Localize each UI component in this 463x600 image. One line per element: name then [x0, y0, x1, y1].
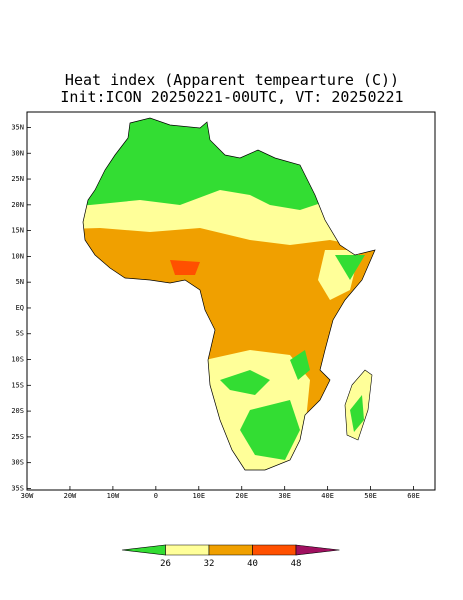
lat-tick-label: 25N [11, 175, 24, 183]
lon-tick-label: 20W [64, 492, 77, 500]
lon-tick-label: 10W [107, 492, 120, 500]
colorbar-segment [295, 544, 340, 556]
lat-tick-label: 15N [11, 227, 24, 235]
lat-tick-label: 20N [11, 201, 24, 209]
lat-tick-label: 35S [11, 484, 24, 492]
lon-tick-label: 60E [407, 492, 420, 500]
lat-tick-label: 5S [16, 330, 24, 338]
colorbar-label: 40 [247, 559, 258, 569]
lon-tick-label: 50E [364, 492, 377, 500]
colorbar-label: 26 [160, 559, 171, 569]
lon-tick-label: 30E [278, 492, 291, 500]
lon-tick-label: 20E [235, 492, 248, 500]
map-frame [26, 111, 436, 491]
colorbar-label: 32 [204, 559, 215, 569]
map-subtitle: Init:ICON 20250221-00UTC, VT: 20250221 [60, 88, 403, 106]
colorbar-label: 48 [291, 559, 302, 569]
lat-tick-label: 35N [11, 123, 24, 131]
madagascar-field [350, 395, 364, 432]
lon-tick-label: 0 [154, 492, 158, 500]
lat-tick-label: 25S [11, 433, 24, 441]
lat-tick-label: 30S [11, 459, 24, 467]
lat-tick-label: 30N [11, 149, 24, 157]
lon-tick-label: 40E [321, 492, 334, 500]
lat-tick-label: EQ [16, 304, 24, 312]
lon-tick-label: 30W [21, 492, 34, 500]
map-title: Heat index (Apparent tempearture (C)) [65, 71, 399, 89]
lat-tick-label: 5N [16, 278, 24, 286]
lat-tick-label: 15S [11, 381, 24, 389]
coastline [82, 117, 376, 471]
lat-tick-label: 10N [11, 252, 24, 260]
colorbar-segment [121, 544, 166, 556]
colorbar-segment [252, 544, 297, 556]
colorbar-segment [165, 544, 210, 556]
lat-tick-label: 10S [11, 356, 24, 364]
africa-field [83, 118, 375, 470]
lon-tick-label: 10E [192, 492, 205, 500]
colorbar-segment [208, 544, 253, 556]
lat-tick-label: 20S [11, 407, 24, 415]
